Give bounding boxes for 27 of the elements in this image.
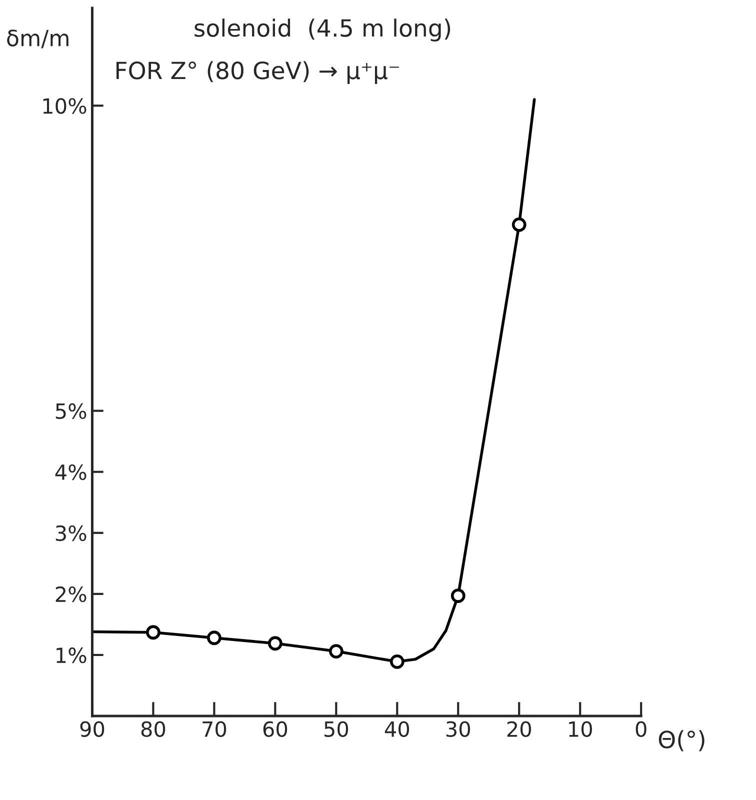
y-tick-label: 10% xyxy=(43,98,86,114)
y-tick-label: 2% xyxy=(56,586,86,602)
point xyxy=(512,217,526,232)
x-tick-label: 50 xyxy=(324,721,348,737)
y-axis-title: δm/m xyxy=(7,30,68,48)
y-tick-label: 1% xyxy=(56,647,86,664)
y-tick-label: 4% xyxy=(55,464,86,480)
x-tick-label: 70 xyxy=(202,721,226,737)
point xyxy=(146,625,160,640)
x-tick-label: 0 xyxy=(636,721,646,737)
y-tick-label: 3% xyxy=(56,525,86,542)
x-axis-title: Θ(°) xyxy=(658,730,704,752)
x-tick-label: 40 xyxy=(384,721,410,737)
text: FOR Z° (80 GeV) → μ⁺μ⁻ xyxy=(116,61,399,84)
chart-title: solenoid (4.5 m long) xyxy=(194,18,450,42)
x-tick-label: 90 xyxy=(80,721,104,737)
point xyxy=(328,644,344,659)
point xyxy=(268,636,282,651)
x-tick-label: 60 xyxy=(263,721,288,737)
x-tick-label: 30 xyxy=(446,721,470,737)
point xyxy=(450,588,466,603)
x-tick-label: 10 xyxy=(569,721,592,737)
y-tick-label: 5% xyxy=(56,403,86,420)
point xyxy=(207,630,222,646)
point xyxy=(390,654,404,669)
x-tick-label: 80 xyxy=(141,721,166,737)
x-tick-label: 20 xyxy=(507,721,531,737)
